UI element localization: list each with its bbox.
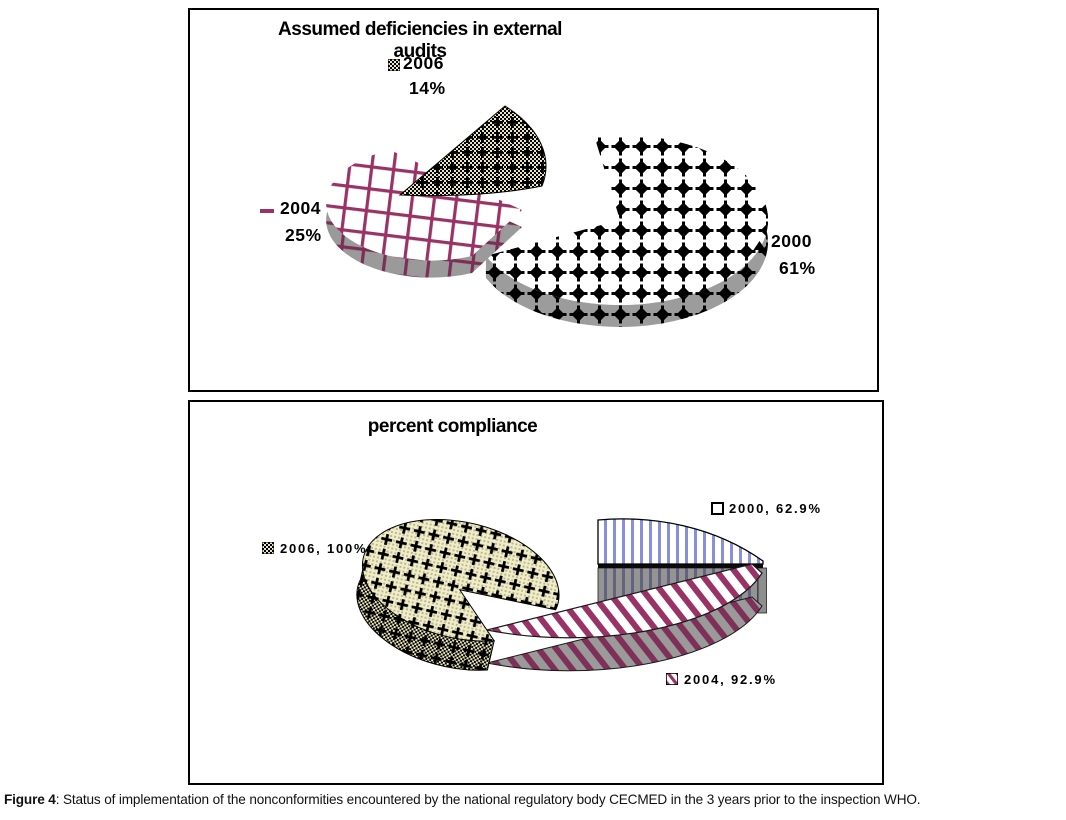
data-label-2004-year: 2004 xyxy=(280,198,321,218)
data-label-2006-year: 2006 xyxy=(403,53,444,73)
data-label-2004-pct: 25% xyxy=(285,225,322,245)
pie-slice-2000-side xyxy=(485,208,769,327)
pie-slice-2000 xyxy=(597,518,764,565)
legend-marker-2004 xyxy=(666,673,678,685)
figure-caption-text: : Status of implementation of the noncon… xyxy=(55,792,921,807)
legend-marker-2006 xyxy=(388,59,400,71)
data-label-2000: 2000, 62.9% xyxy=(729,501,822,516)
pie-slice-2006-texture xyxy=(400,106,546,196)
audits-chart-title: Assumed deficiencies in external audits xyxy=(278,19,562,62)
figure-caption-label: Figure 4 xyxy=(4,792,56,807)
audits-chart-panel: Assumed deficiencies in external audits … xyxy=(188,8,879,392)
legend-marker-2000 xyxy=(711,502,724,515)
pie-slice-2004 xyxy=(486,563,763,639)
legend-marker-2004 xyxy=(260,209,274,213)
pie-slice-2004 xyxy=(326,150,522,261)
figure-caption: Figure 4: Status of implementation of th… xyxy=(4,792,1062,807)
compliance-chart-panel: percent compliance 2000, 62.9% 2006, 100… xyxy=(188,400,884,785)
pie-slice-2004-group xyxy=(486,563,763,672)
pie-slice-2006-group xyxy=(356,518,560,671)
compliance-pie-chart xyxy=(356,518,767,672)
data-label-2006: 2006, 100% xyxy=(280,541,368,556)
data-label-2004: 2004, 92.9% xyxy=(684,672,777,687)
audits-pie-chart xyxy=(326,105,769,327)
legend-marker-2000 xyxy=(753,241,766,250)
data-label-2006-pct: 14% xyxy=(409,78,446,98)
compliance-chart-title: percent compliance xyxy=(367,416,538,437)
data-label-2000-pct: 61% xyxy=(779,258,816,278)
pie-slice-2000 xyxy=(485,135,769,306)
data-label-2000-year: 2000 xyxy=(771,231,812,251)
legend-marker-2006 xyxy=(262,542,274,554)
